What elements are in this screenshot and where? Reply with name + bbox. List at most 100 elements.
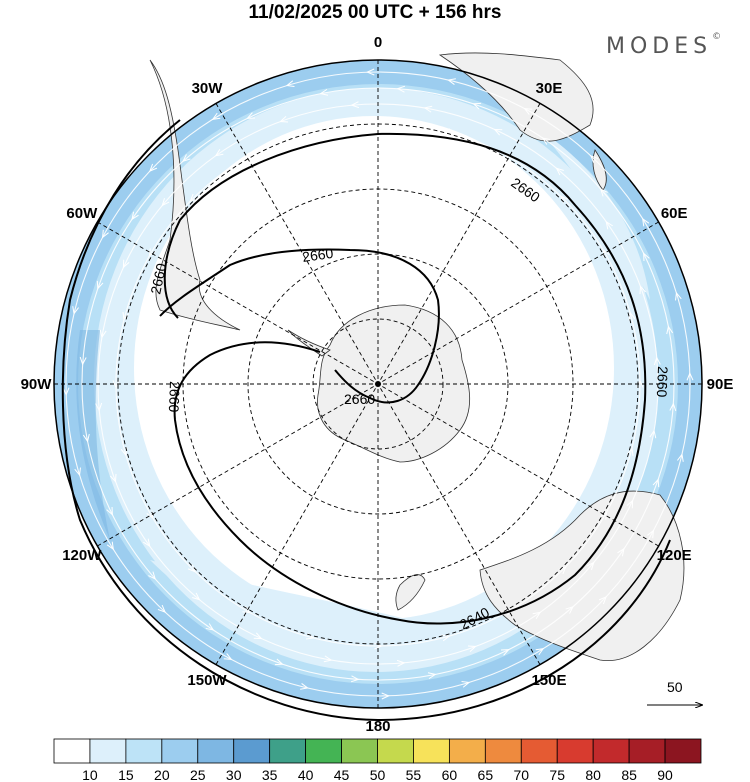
streamline-arrowhead <box>74 467 81 477</box>
colorbar-swatch <box>53 738 91 764</box>
longitude-label: 30E <box>536 80 563 97</box>
map-border <box>53 59 703 709</box>
colorbar-tick-label: 35 <box>262 767 278 782</box>
streamline-arrowhead <box>649 429 657 439</box>
colorbar-swatch <box>556 738 594 764</box>
streamline-arrowhead <box>350 675 360 683</box>
streamline-arrowhead <box>396 659 406 667</box>
streamline-arrowhead <box>99 329 107 339</box>
colorbar-swatch <box>233 738 271 764</box>
colorbar-tick-label: 45 <box>334 767 350 782</box>
contour-label: 2660 <box>654 366 671 398</box>
streamline-arrowhead <box>189 193 198 203</box>
streamline-arrowhead <box>617 547 625 557</box>
longitude-label: 90E <box>707 376 734 393</box>
colorbar-swatch <box>520 738 558 764</box>
colorbar-swatch <box>89 738 127 764</box>
streamline-arrowhead <box>647 529 655 539</box>
colorbar-swatch <box>161 738 199 764</box>
colorbar-tick-label: 85 <box>621 767 637 782</box>
longitude-label: 90W <box>21 376 53 393</box>
streamline-arrowhead <box>131 211 139 221</box>
streamline-arrowhead <box>500 649 510 656</box>
colorbar-swatch <box>377 738 414 764</box>
streamline-arrowhead <box>211 112 221 120</box>
streamline-arrowhead <box>541 137 551 145</box>
longitude-labels: 0 30E 60E 90E 120E 150E 180 150W 120W 90W 60W 30W <box>21 34 734 735</box>
antarctica <box>317 304 471 463</box>
streamline-arrowhead <box>423 105 433 113</box>
shade-patch <box>150 560 470 648</box>
streamline-arrowhead <box>686 371 694 381</box>
streamline <box>65 71 691 697</box>
colorbar-swatch <box>305 738 342 764</box>
shade-patch <box>76 330 110 540</box>
colorbar-swatch <box>592 738 630 764</box>
brand-name: MODES <box>606 34 713 59</box>
streamline-arrowhead <box>242 152 252 160</box>
colorbar-swatch <box>448 738 486 764</box>
streamline-arrowhead <box>600 510 608 520</box>
longitude-label: 120W <box>62 547 102 564</box>
colorbar-tick-label: 70 <box>513 767 529 782</box>
colorbar-tick-label: 55 <box>406 767 422 782</box>
longitude-label: 30W <box>192 80 224 97</box>
streamline-arrowhead <box>427 672 437 680</box>
streamline-arrowhead <box>101 229 109 239</box>
colorbar-swatch <box>664 738 702 764</box>
streamline-arrowhead <box>381 692 391 700</box>
streamline-arrowhead <box>675 291 682 301</box>
colorbar-tick-label: 15 <box>118 767 134 782</box>
longitude-label: 60W <box>66 205 98 222</box>
streamline-arrowhead <box>279 115 289 123</box>
longitude-label: 180 <box>365 718 390 735</box>
south-pole-marker <box>375 381 381 387</box>
colorbar-tick-label: 60 <box>442 767 458 782</box>
streamline-arrowhead <box>109 473 117 483</box>
streamline-arrowhead <box>72 306 79 315</box>
streamline-arrowhead <box>285 80 295 87</box>
longitude-label: 60E <box>661 205 688 222</box>
streamline-arrowhead <box>112 380 120 389</box>
streamline-arrowhead <box>599 188 608 197</box>
streamline-arrowhead <box>157 604 167 613</box>
streamline-arrowhead <box>535 648 545 656</box>
colorbar-swatch <box>269 738 307 764</box>
latitude-circle <box>247 253 509 515</box>
brand-logo: MODES© <box>606 32 722 59</box>
colorbar-swatch <box>628 738 666 764</box>
longitude-label: 150W <box>187 672 227 689</box>
streamline-arrowhead <box>523 107 533 115</box>
streamline-arrowhead <box>148 571 157 580</box>
copyright-mark: © <box>712 32 722 42</box>
streamline-arrowhead <box>365 68 375 76</box>
streamline-arrowhead <box>223 653 233 661</box>
map-title: 11/02/2025 00 UTC + 156 hrs <box>248 2 502 23</box>
colorbar: 10 15 20 25 30 35 40 45 50 55 60 65 70 75 80 85 90 <box>53 738 702 782</box>
streamline-arrowhead <box>242 606 252 614</box>
streamline-arrowhead <box>143 538 151 548</box>
streamline-arrowhead <box>253 632 263 640</box>
reference-vector-label: 50 <box>667 679 683 695</box>
contour-2660-outer <box>163 132 647 625</box>
colorbar-swatch <box>484 738 522 764</box>
streamline-arrowhead <box>106 506 113 516</box>
streamline-arrowhead <box>653 356 661 366</box>
streamline-arrowhead <box>82 433 90 443</box>
contour-2660-inner <box>159 248 440 404</box>
reference-vector: 50 <box>647 679 702 705</box>
streamline-arrowhead <box>300 683 309 690</box>
streamline-arrowhead <box>642 217 650 227</box>
colorbar-tick-label: 25 <box>190 767 206 782</box>
streamline-arrowhead <box>639 285 647 295</box>
streamline-arrowhead <box>666 325 674 335</box>
streamline-arrowhead <box>565 605 574 614</box>
streamline-arrowhead <box>182 154 191 163</box>
streamline-arrowhead <box>396 85 406 93</box>
streamline-arrowhead <box>95 402 103 412</box>
contour-label: 2660 <box>344 391 375 407</box>
streamline-arrowhead <box>161 198 170 207</box>
colorbar-swatch <box>413 738 450 764</box>
streamline-arrowhead <box>643 252 650 262</box>
